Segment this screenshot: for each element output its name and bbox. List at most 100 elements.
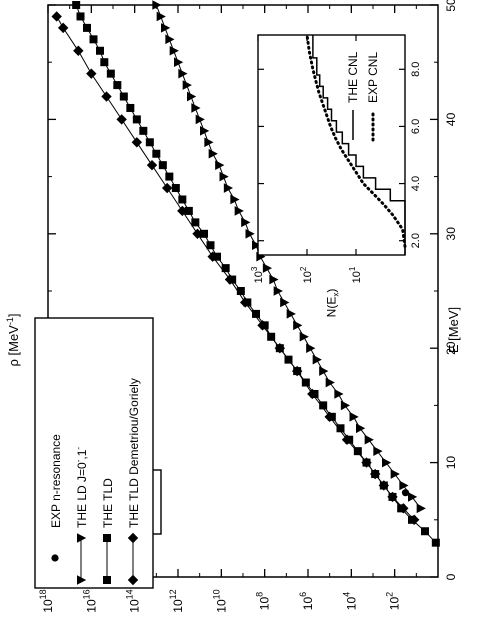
inset-x-tick-label: 8.0 <box>410 62 422 77</box>
data-point <box>336 424 345 433</box>
data-point <box>382 457 392 468</box>
data-point <box>334 389 344 399</box>
y-tick-label: 106 <box>298 592 315 610</box>
inset-series-dotted <box>305 33 407 248</box>
data-point <box>269 274 279 285</box>
inset-chart: 2.0 4.0 6.0 8.0 101 102 103 N(Ex) EXP CNL THE CNL <box>250 33 422 317</box>
series-diamond <box>51 11 420 525</box>
legend-marker <box>103 576 111 584</box>
data-point <box>126 103 135 112</box>
data-point <box>51 11 62 22</box>
inset-x-tick-label: 2.0 <box>410 233 422 248</box>
data-point <box>219 171 229 182</box>
data-point <box>171 184 180 193</box>
x-tick-label: 0 <box>444 573 458 580</box>
y-axis-title: ρ [MeV-1] <box>5 314 21 367</box>
data-point <box>291 365 303 377</box>
data-point <box>286 309 296 319</box>
data-point <box>106 69 115 78</box>
data-point <box>280 297 290 308</box>
data-point <box>252 240 262 251</box>
legend-entry: EXP n-resonance <box>49 434 63 562</box>
legend-entry: THE LD J=0-,1- <box>74 447 89 585</box>
inset-x-tick-label: 4.0 <box>410 176 422 191</box>
legend-marker <box>77 533 87 543</box>
data-point <box>119 92 128 101</box>
data-point <box>398 503 409 514</box>
data-point <box>319 366 329 376</box>
main-series-layer <box>51 0 440 547</box>
data-point <box>200 229 208 238</box>
data-point <box>307 388 318 400</box>
data-point <box>387 491 398 503</box>
data-point <box>252 309 260 318</box>
legend-entry: THE TLD Demetriou/Goriely <box>127 378 141 586</box>
data-point <box>178 195 187 204</box>
legend-label: THE TLD Demetriou/Goriely <box>127 378 141 528</box>
data-point <box>165 172 174 181</box>
inset-legend-label: EXP CNL <box>366 52 380 103</box>
x-axis-title: E [MeV] <box>446 307 461 353</box>
data-point <box>178 68 188 79</box>
data-point <box>373 446 383 456</box>
data-point <box>399 480 409 491</box>
data-point <box>192 228 203 239</box>
data-point <box>340 400 351 411</box>
data-point <box>156 11 166 22</box>
data-point <box>191 218 200 227</box>
main-legend: EXP n-resonance THE LD J=0-,1- THE TLD THE … <box>34 317 154 589</box>
data-point <box>361 457 372 468</box>
y-tick-label: 108 <box>255 592 272 610</box>
data-point <box>245 229 255 239</box>
x-tick-label: 40 <box>444 112 458 126</box>
data-point <box>152 149 161 158</box>
data-point <box>89 35 98 44</box>
data-point <box>325 377 335 388</box>
legend-marker <box>51 554 59 562</box>
data-point <box>356 423 366 434</box>
legend-entry: THE TLD <box>101 478 115 584</box>
y-tick-label: 1016 <box>81 589 98 612</box>
data-point <box>234 206 244 216</box>
data-point <box>165 34 175 45</box>
data-point <box>57 22 69 34</box>
inset-x-tick-label: 6.0 <box>410 119 422 134</box>
inset-border <box>257 34 406 256</box>
data-point <box>208 148 218 159</box>
data-point <box>152 0 162 10</box>
legend-label: THE LD J=0-,1- <box>74 447 89 528</box>
y-tick-label: 1012 <box>168 589 185 612</box>
inset-y-tick-label: 102 <box>299 266 314 283</box>
data-point <box>191 103 201 113</box>
data-point <box>132 115 141 124</box>
data-point <box>174 57 184 67</box>
data-point <box>353 447 362 456</box>
data-point <box>206 241 215 250</box>
data-point <box>408 492 418 502</box>
data-point <box>131 137 143 148</box>
data-point <box>72 1 81 9</box>
data-point <box>262 263 273 273</box>
data-point <box>390 469 400 479</box>
data-point <box>83 23 91 32</box>
data-point <box>223 183 234 193</box>
legend-label: THE TLD <box>101 478 115 528</box>
data-point <box>86 68 97 79</box>
y-tick-label: 1014 <box>125 589 142 612</box>
data-point <box>364 434 374 445</box>
data-point <box>100 58 109 67</box>
data-point <box>187 91 197 102</box>
data-point <box>76 12 85 21</box>
x-tick-label: 30 <box>444 227 458 241</box>
data-point <box>116 114 127 125</box>
data-point <box>207 251 218 262</box>
legend-marker <box>77 575 87 585</box>
data-point <box>158 161 167 170</box>
inset-y-tick-label: 101 <box>348 266 363 283</box>
data-point <box>239 297 251 308</box>
main-axis-ticks: 0 10 20 30 40 50 102 104 106 108 1010 1012 1014 1016 1… <box>38 0 458 613</box>
legend-label: EXP n-resonance <box>49 434 63 528</box>
data-point <box>324 411 335 423</box>
data-point <box>416 503 426 514</box>
data-point <box>195 114 205 125</box>
